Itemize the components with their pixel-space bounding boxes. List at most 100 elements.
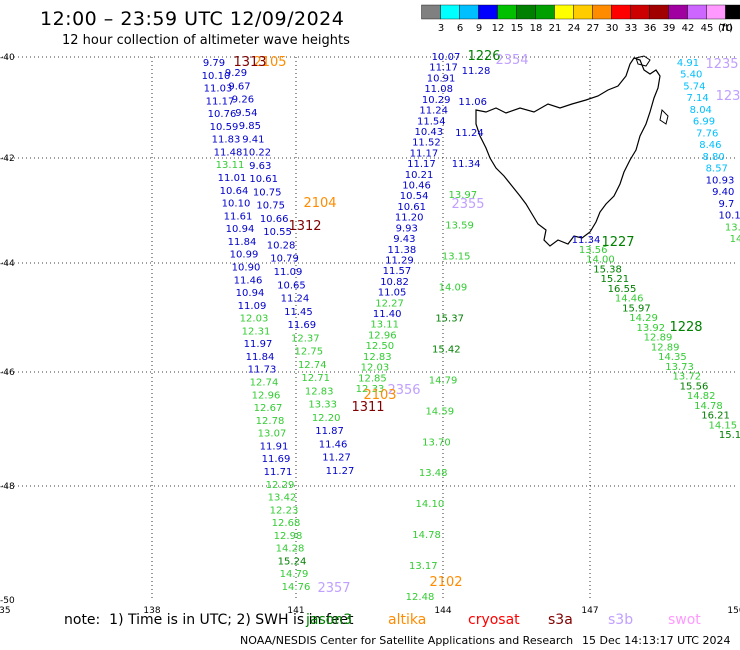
wave-height-label: 9.41	[242, 134, 264, 145]
wave-height-label: 14.76	[282, 582, 311, 593]
colorbar-tick: 3	[438, 23, 444, 34]
legend-jason3: jason3	[306, 612, 353, 628]
wave-height-label: 11.17	[206, 96, 235, 107]
wave-height-label: 12.83	[305, 386, 334, 397]
pass-label: 2102	[429, 575, 462, 590]
wave-height-label: 12.23	[270, 505, 299, 516]
wave-height-label: 7.76	[696, 128, 718, 139]
wave-height-label: 5.74	[683, 81, 705, 92]
wave-height-label: 10.64	[220, 186, 249, 197]
wave-height-label: 13.59	[445, 221, 474, 232]
pass-label: 123	[716, 89, 740, 104]
wave-height-label: 10.59	[210, 122, 239, 133]
wave-height-label: 12.29	[266, 480, 295, 491]
wave-height-label: 14.82	[687, 391, 716, 402]
wave-height-label: 10.91	[427, 73, 456, 84]
wave-height-label: 11.83	[212, 135, 241, 146]
wave-height-label: 14.79	[280, 569, 309, 580]
wave-height-label: 11.17	[410, 148, 439, 159]
page-title: 12:00 – 23:59 UTC 12/09/2024	[40, 8, 345, 30]
wave-height-label: 12.20	[312, 413, 341, 424]
wave-height-label: 11.48	[214, 147, 243, 158]
pass-label: 2357	[317, 581, 350, 596]
wave-height-label: 14.10	[416, 499, 445, 510]
credit-org: NOAA/NESDIS Center for Satellite Applica…	[240, 634, 574, 647]
colorbar-tick: 70	[720, 23, 733, 34]
lat-tick-label: -40	[0, 53, 15, 63]
pass-label: 2103	[363, 388, 396, 403]
wave-height-label: 10.90	[232, 262, 261, 273]
lat-tick-label: -50	[0, 596, 15, 606]
colorbar-tick: 18	[530, 23, 543, 34]
wave-height-label: 15.21	[600, 274, 629, 285]
wave-height-label: 13.42	[268, 493, 297, 504]
wave-height-label: 10.79	[270, 254, 299, 265]
colorbar-tick: 9	[476, 23, 482, 34]
wave-height-label: 9.79	[203, 58, 225, 69]
wave-height-label: 13.70	[422, 437, 451, 448]
pass-label: 1228	[669, 320, 702, 335]
wave-height-label: 11.27	[326, 466, 355, 477]
wave-height-label: 10.28	[267, 240, 296, 251]
colorbar-tick: 21	[549, 23, 562, 34]
wave-height-label: 10.99	[230, 250, 259, 261]
wave-height-label: 11.38	[388, 245, 417, 256]
wave-height-label: 14.35	[658, 352, 687, 363]
pass-label: 1313	[233, 55, 266, 70]
lon-tick-label: 144	[434, 606, 451, 616]
wave-height-label: 11.46	[234, 275, 263, 286]
colorbar-tick: 30	[606, 23, 619, 34]
wave-height-label: 13.72	[672, 372, 701, 383]
colorbar-tick: 6	[457, 23, 463, 34]
wave-height-label: 13.56	[579, 245, 608, 256]
lat-tick-label: -48	[0, 482, 15, 492]
wave-height-label: 11.34	[452, 159, 481, 170]
wave-height-label: 11.27	[322, 453, 351, 464]
wave-height-label: 9.43	[393, 234, 415, 245]
wave-height-label: 10.29	[422, 95, 451, 106]
wave-height-label: 11.91	[260, 441, 289, 452]
colorbar-tick: 24	[568, 23, 581, 34]
wave-height-label: 11.46	[319, 439, 348, 450]
pass-label: 2354	[495, 53, 528, 68]
wave-height-label: 9.67	[228, 81, 250, 92]
wave-height-label: 9.29	[225, 68, 247, 79]
pass-label: 1235	[705, 57, 738, 72]
wave-height-label: 14.28	[276, 544, 305, 555]
pass-label: 2356	[387, 383, 420, 398]
colorbar-tick: 36	[644, 23, 657, 34]
wave-height-label: 14.59	[425, 406, 454, 417]
wave-height-label: 15.38	[593, 264, 622, 275]
wave-height-label: 10.75	[253, 187, 282, 198]
wave-height-label: 12.33	[356, 384, 385, 395]
wave-height-label: 12.74	[298, 360, 327, 371]
wave-height-label: 10.10	[222, 199, 251, 210]
wave-height-label: 16.55	[608, 284, 637, 295]
wave-height-label: 10.55	[263, 227, 292, 238]
wave-height-label: 13.07	[258, 429, 287, 440]
lon-tick-label: 141	[287, 606, 304, 616]
wave-height-label: 13.92	[636, 323, 665, 334]
wave-height-label: 10.22	[242, 148, 271, 159]
wave-height-label: 11.87	[315, 426, 344, 437]
wave-height-label: 11.54	[417, 116, 446, 127]
wave-height-label: 10.75	[256, 201, 285, 212]
wave-height-label: 12.96	[252, 390, 281, 401]
wave-height-label: 11.84	[246, 352, 275, 363]
wave-height-label: 11.24	[281, 294, 310, 305]
wave-height-label: 12.98	[274, 531, 303, 542]
wave-height-label: 15.42	[432, 344, 461, 355]
wave-height-label: 11.24	[419, 106, 448, 117]
wave-height-label: 10.93	[706, 175, 735, 186]
wave-height-label: 14.29	[629, 313, 658, 324]
wave-height-label: 11.71	[264, 467, 293, 478]
wave-height-label: 5.40	[680, 70, 702, 81]
wave-height-label: 11.61	[224, 211, 253, 222]
wave-height-label: 10.94	[226, 224, 255, 235]
wave-height-label: 11.09	[238, 301, 267, 312]
wave-height-label: 12.03	[240, 314, 269, 325]
colorbar-tick: 42	[682, 23, 695, 34]
wave-height-label: 9.63	[249, 161, 271, 172]
wave-height-label: 13.97	[449, 190, 478, 201]
